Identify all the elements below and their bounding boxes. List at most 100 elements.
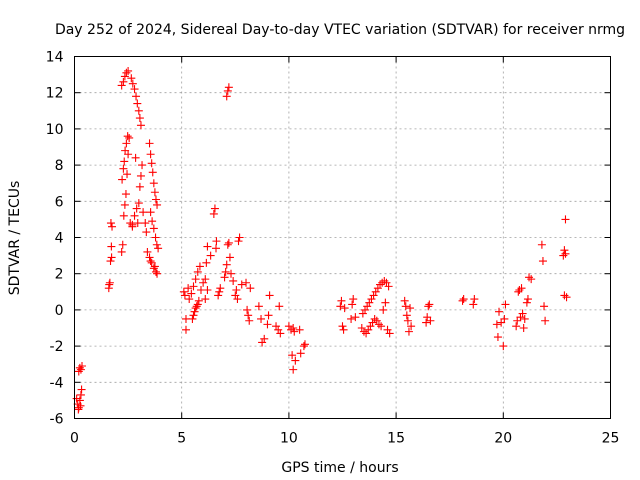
data-point [276,329,285,338]
data-point [402,311,411,320]
data-point [339,325,348,334]
data-point [152,240,161,249]
data-point [76,365,85,374]
data-point [216,284,225,293]
x-tick-label-15: 15 [387,431,405,447]
data-point [422,318,431,327]
data-point [229,276,238,285]
data-point [212,244,221,253]
data-point [373,284,382,293]
data-point [153,269,162,278]
data-point [264,311,273,320]
data-point [348,300,357,309]
data-point [202,258,211,267]
data-point [190,307,199,316]
data-point [148,168,157,177]
data-point [300,340,309,349]
data-point [425,300,434,309]
data-point [265,291,274,300]
data-point [76,390,85,399]
data-point [274,325,283,334]
data-point [559,251,568,260]
data-point [406,304,415,313]
data-point [136,171,145,180]
data-point [232,285,241,294]
y-tick-label-14: 14 [46,50,64,66]
data-point [195,262,204,271]
y-tick-label-12: 12 [46,86,64,102]
data-point [122,139,131,148]
y-tick-label--2: -2 [50,339,64,355]
chart-title: Day 252 of 2024, Sidereal Day-to-day VTE… [55,22,625,38]
x-tick-label-0: 0 [70,431,79,447]
data-point [518,309,527,318]
data-point [385,329,394,338]
x-tick-label-5: 5 [177,431,186,447]
data-point [523,295,532,304]
y-tick-label-10: 10 [46,122,64,138]
data-point [203,285,212,294]
data-point [223,86,232,95]
data-point [288,351,297,360]
data-point [149,179,158,188]
data-point [272,322,281,331]
data-point [377,322,386,331]
data-point [361,305,370,314]
data-point [75,396,84,405]
data-point [212,237,221,246]
data-point [142,228,151,237]
data-point [381,298,390,307]
data-point [133,219,142,228]
data-point [150,262,159,271]
data-point [121,146,130,155]
data-point [119,164,128,173]
data-point [493,333,502,342]
data-point [363,302,372,311]
data-point [367,295,376,304]
data-point [499,342,508,351]
data-point [372,316,381,325]
data-point [191,275,200,284]
data-point [245,316,254,325]
data-point [193,300,202,309]
data-point [237,280,246,289]
data-point [400,296,409,305]
data-point [118,175,127,184]
data-point [105,280,114,289]
data-point [368,318,377,327]
data-point [380,276,389,285]
data-point [180,291,189,300]
data-point [517,284,526,293]
data-point [379,305,388,314]
data-point [220,273,229,282]
data-point [235,233,244,242]
data-point [358,309,367,318]
data-points [72,66,571,414]
data-point [299,342,308,351]
data-point [366,322,375,331]
data-point [145,139,154,148]
data-point [364,325,373,334]
data-point [525,273,534,282]
data-point [224,83,233,92]
data-point [225,253,234,262]
data-point [233,295,242,304]
data-point [201,295,210,304]
data-point [501,300,510,309]
data-point [337,296,346,305]
data-point [541,316,550,325]
data-point [199,278,208,287]
data-point [260,334,269,343]
data-point [370,314,379,323]
data-point [120,200,129,209]
data-point [374,320,383,329]
data-point [214,291,223,300]
y-tick-label-0: 0 [55,303,64,319]
data-point [458,296,467,305]
x-axis-label: GPS time / hours [281,460,398,476]
data-point [122,68,131,77]
data-point [234,237,243,246]
data-point [78,362,87,371]
data-point [130,85,139,94]
